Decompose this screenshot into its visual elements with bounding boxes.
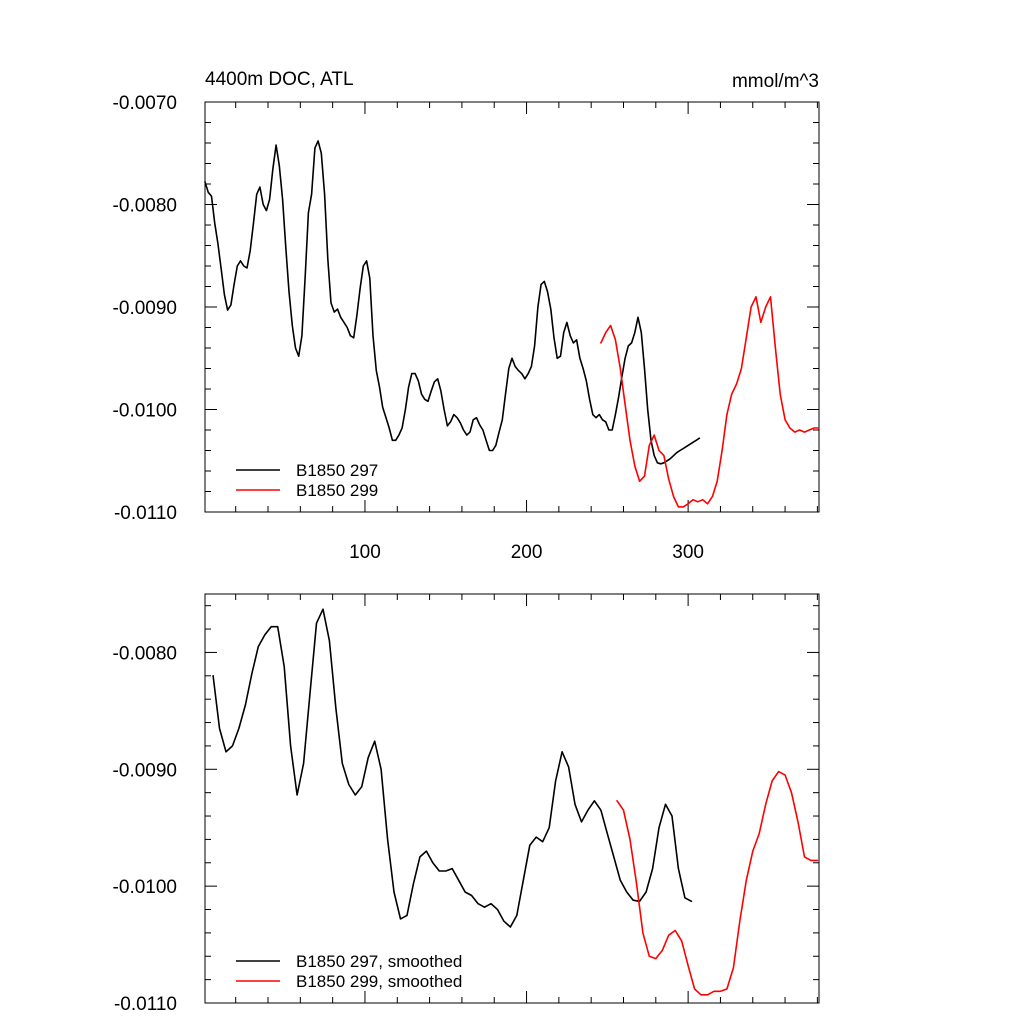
series-line-b1850-297-smoothed [212,608,693,928]
chart-units: mmol/m^3 [732,71,819,92]
legend-label: B1850 299, smoothed [296,972,462,991]
plot-frame [204,101,820,513]
legend-label: B1850 297 [296,461,378,480]
legend-label: B1850 297, smoothed [296,952,462,971]
y-tick-label: -0.0100 [113,877,177,898]
x-tick-label: 200 [511,542,543,563]
y-tick-label: -0.0110 [114,994,177,1015]
y-tick-label: -0.0100 [113,401,177,422]
y-tick-label: -0.0080 [113,196,177,217]
x-tick-label: 300 [672,542,704,563]
y-tick-label: -0.0070 [113,93,177,114]
y-tick-label: -0.0090 [113,298,177,319]
series-line-b1850-297 [204,140,701,465]
plot-frame [204,593,820,1004]
chart-panel-top: -0.0070 -0.0080 -0.0090 -0.0100 -0.0110 100 20… [113,69,820,563]
series-line-b1850-299 [600,296,820,508]
y-tick-label: -0.0080 [113,643,177,664]
x-tick-label: 100 [349,542,381,563]
y-tick-label: -0.0110 [114,503,177,524]
legend-label: B1850 299 [296,481,378,500]
series-line-b1850-299-smoothed [616,770,819,996]
chart-title: 4400m DOC, ATL [205,69,354,90]
y-tick-label: -0.0090 [113,760,177,781]
chart-panel-bottom: -0.0080 -0.0090 -0.0100 -0.0110 B1850 297, s… [113,593,820,1015]
